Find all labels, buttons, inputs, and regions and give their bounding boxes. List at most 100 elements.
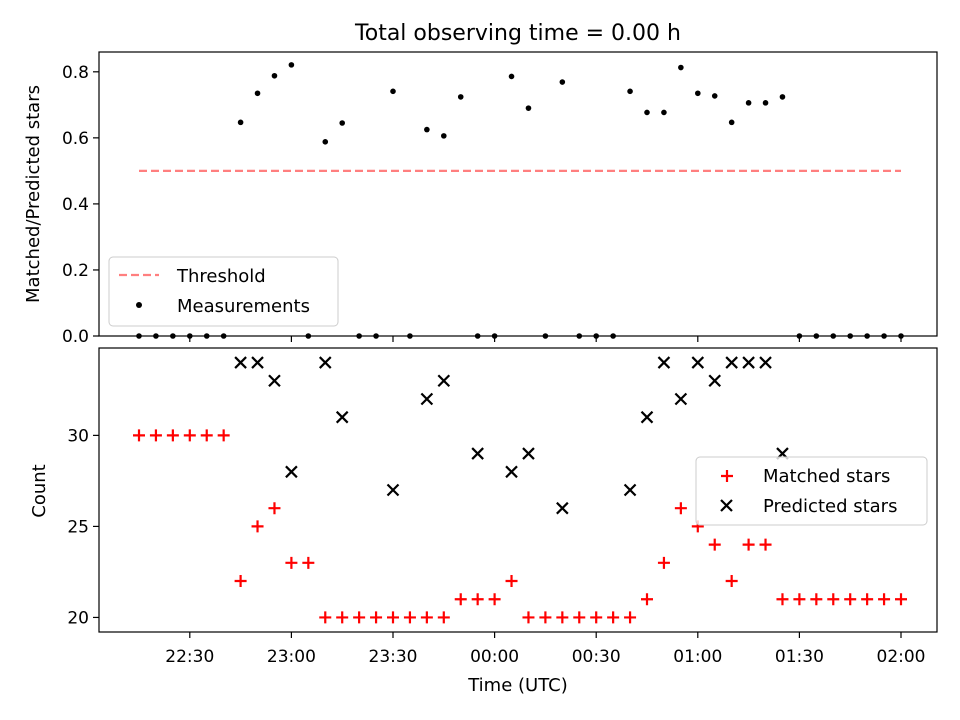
matched-star-point (624, 611, 637, 624)
matched-star-point (759, 538, 772, 551)
matched-star-point (268, 502, 281, 515)
matched-legend-label: Matched stars (763, 466, 890, 487)
measurement-point (728, 119, 735, 126)
matched-star-point (200, 429, 213, 442)
ratio-legend: Threshold Measurements (108, 256, 339, 327)
x-tick-label: 00:30 (572, 647, 621, 667)
matched-star-point (793, 593, 806, 606)
predicted-star-point (268, 374, 281, 388)
measurement-point (322, 139, 329, 145)
measurement-point (695, 90, 701, 97)
measurement-point (508, 73, 515, 80)
ratio-ytick-label: 0.2 (62, 261, 89, 281)
predicted-star-point (335, 410, 349, 424)
predicted-star-point (251, 356, 264, 369)
x-tick-label: 00:00 (470, 647, 519, 667)
measurement-point (661, 109, 667, 116)
predicted-legend-label: Predicted stars (763, 496, 897, 517)
ratio-ytick-label: 0.6 (62, 129, 89, 149)
ratio-panel: 0.00.20.40.60.8 Matched/Predicted stars … (23, 51, 938, 347)
ratio-panel-ylabel: Matched/Predicted stars (23, 85, 44, 303)
predicted-star-point (471, 447, 484, 460)
predicted-star-point (285, 465, 298, 479)
matched-star-point (471, 593, 484, 606)
matched-star-point (166, 429, 179, 442)
measurement-point (390, 88, 396, 95)
ratio-legend-box (108, 256, 339, 327)
measurement-point (254, 90, 261, 97)
predicted-legend-swatch (720, 499, 733, 512)
measurement-point (525, 105, 532, 111)
measurement-point (678, 64, 684, 71)
ratio-ytick-label: 0.4 (62, 195, 89, 215)
measurement-point (288, 62, 295, 68)
matched-star-point (403, 611, 416, 624)
count-panel-ylabel: Count (29, 464, 50, 517)
predicted-star-point (674, 392, 688, 406)
matched-star-point (370, 611, 383, 624)
predicted-star-point (420, 392, 434, 406)
count-legend: Matched stars Predicted stars (695, 456, 928, 526)
matched-star-point (454, 593, 467, 606)
predicted-star-point (759, 356, 772, 369)
measurement-point (745, 100, 752, 106)
measurement-point (441, 133, 447, 139)
predicted-star-point (505, 465, 518, 479)
matched-star-point (133, 429, 145, 442)
matched-star-point (674, 502, 687, 515)
x-tick-label: 22:30 (165, 647, 214, 667)
matched-star-point (776, 593, 789, 606)
matched-star-point (285, 556, 298, 569)
matched-star-point (878, 593, 891, 606)
matched-star-point (844, 593, 857, 606)
predicted-star-point (640, 410, 654, 424)
measurement-point (457, 94, 464, 100)
predicted-star-point (725, 356, 738, 369)
measurement-point (711, 93, 718, 99)
matched-star-point (319, 611, 332, 624)
matched-star-point (539, 611, 552, 624)
predicted-star-point (657, 356, 671, 369)
matched-star-point (657, 556, 670, 569)
x-tick-label: 23:30 (369, 647, 418, 667)
count-panel: 20 25 30 22:30 23:00 23:30 00:00 00:30 01:00 01:… (29, 347, 938, 696)
predicted-star-point (386, 483, 400, 497)
matched-star-point (861, 593, 874, 606)
matched-star-point (725, 575, 738, 588)
predicted-star-point (691, 356, 705, 369)
matched-star-point (522, 611, 535, 624)
predicted-star-point (522, 447, 535, 460)
predicted-star-point (318, 356, 332, 369)
matched-star-point (302, 556, 315, 569)
matched-star-point (353, 611, 366, 624)
chart-title: Total observing time = 0.00 h (354, 21, 681, 46)
predicted-star-point (556, 501, 569, 515)
matched-star-point (387, 611, 399, 624)
matched-star-point (234, 575, 247, 588)
measurement-point (237, 119, 244, 126)
matched-star-point (573, 611, 586, 624)
count-ytick-label: 25 (67, 517, 89, 537)
count-ytick-label: 20 (67, 608, 89, 628)
matched-star-point (810, 593, 823, 606)
x-tick-label: 23:00 (267, 647, 316, 667)
measurement-point (424, 126, 430, 133)
matched-star-point (708, 538, 721, 551)
measurements-legend-swatch (136, 302, 142, 308)
count-ytick-label: 30 (67, 426, 89, 446)
matched-star-point (420, 611, 433, 624)
x-axis-label: Time (UTC) (467, 675, 568, 696)
predicted-star-point (708, 374, 722, 388)
matched-star-point (149, 429, 162, 442)
matched-star-point (556, 611, 569, 624)
predicted-star-point (437, 374, 451, 388)
measurement-point (627, 88, 633, 95)
predicted-star-point (623, 483, 637, 497)
matched-star-point (827, 593, 840, 606)
predicted-star-point (742, 356, 755, 369)
matched-star-point (590, 611, 603, 624)
measurement-point (271, 72, 278, 79)
measurement-point (339, 120, 346, 126)
measurement-point (644, 109, 650, 116)
